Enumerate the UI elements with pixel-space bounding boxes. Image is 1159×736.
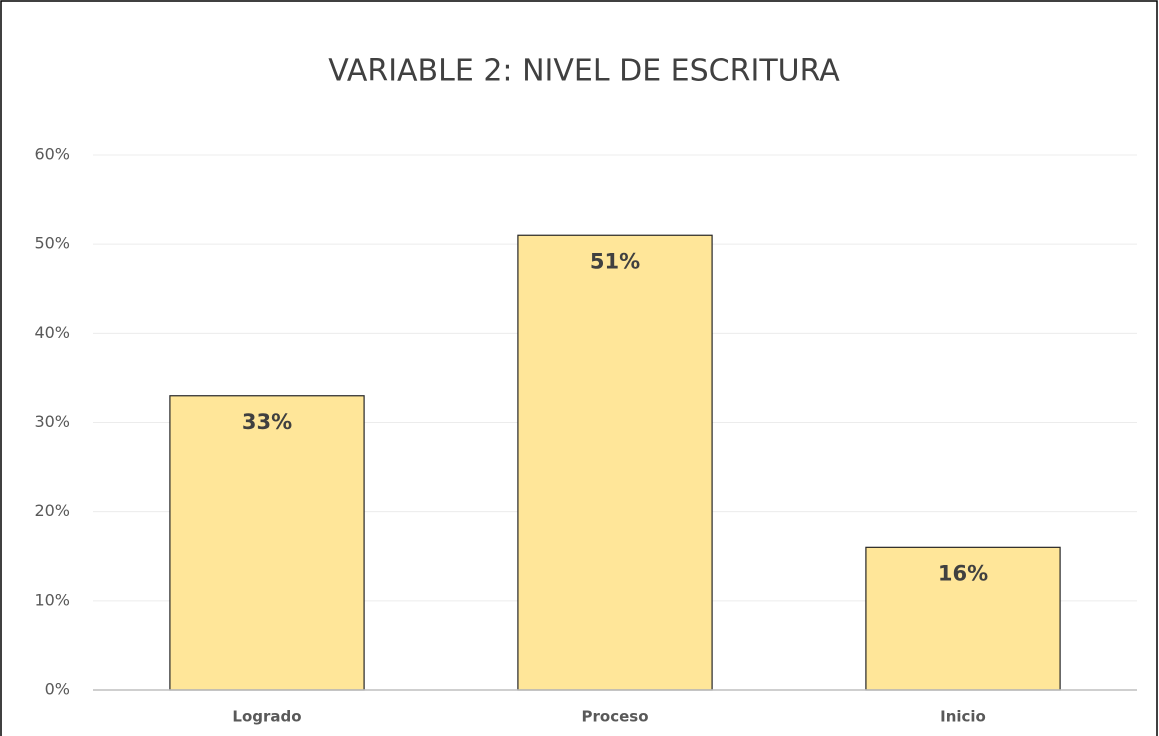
y-tick-label: 30% [34,412,70,431]
data-label: 33% [242,410,292,434]
y-tick-label: 20% [34,501,70,520]
x-tick-label: Inicio [940,708,986,726]
y-tick-label: 50% [34,234,70,253]
bar [169,395,365,691]
x-tick-label: Proceso [582,708,649,726]
y-tick-label: 40% [34,323,70,342]
bar [865,546,1061,691]
data-label: 51% [590,249,640,273]
bar [517,234,713,691]
y-tick-label: 10% [34,590,70,609]
y-tick-label: 0% [45,680,70,699]
x-tick-label: Logrado [232,708,301,726]
y-tick-label: 60% [34,145,70,164]
data-label: 16% [938,561,988,585]
chart-title: VARIABLE 2: NIVEL DE ESCRITURA [328,54,840,89]
